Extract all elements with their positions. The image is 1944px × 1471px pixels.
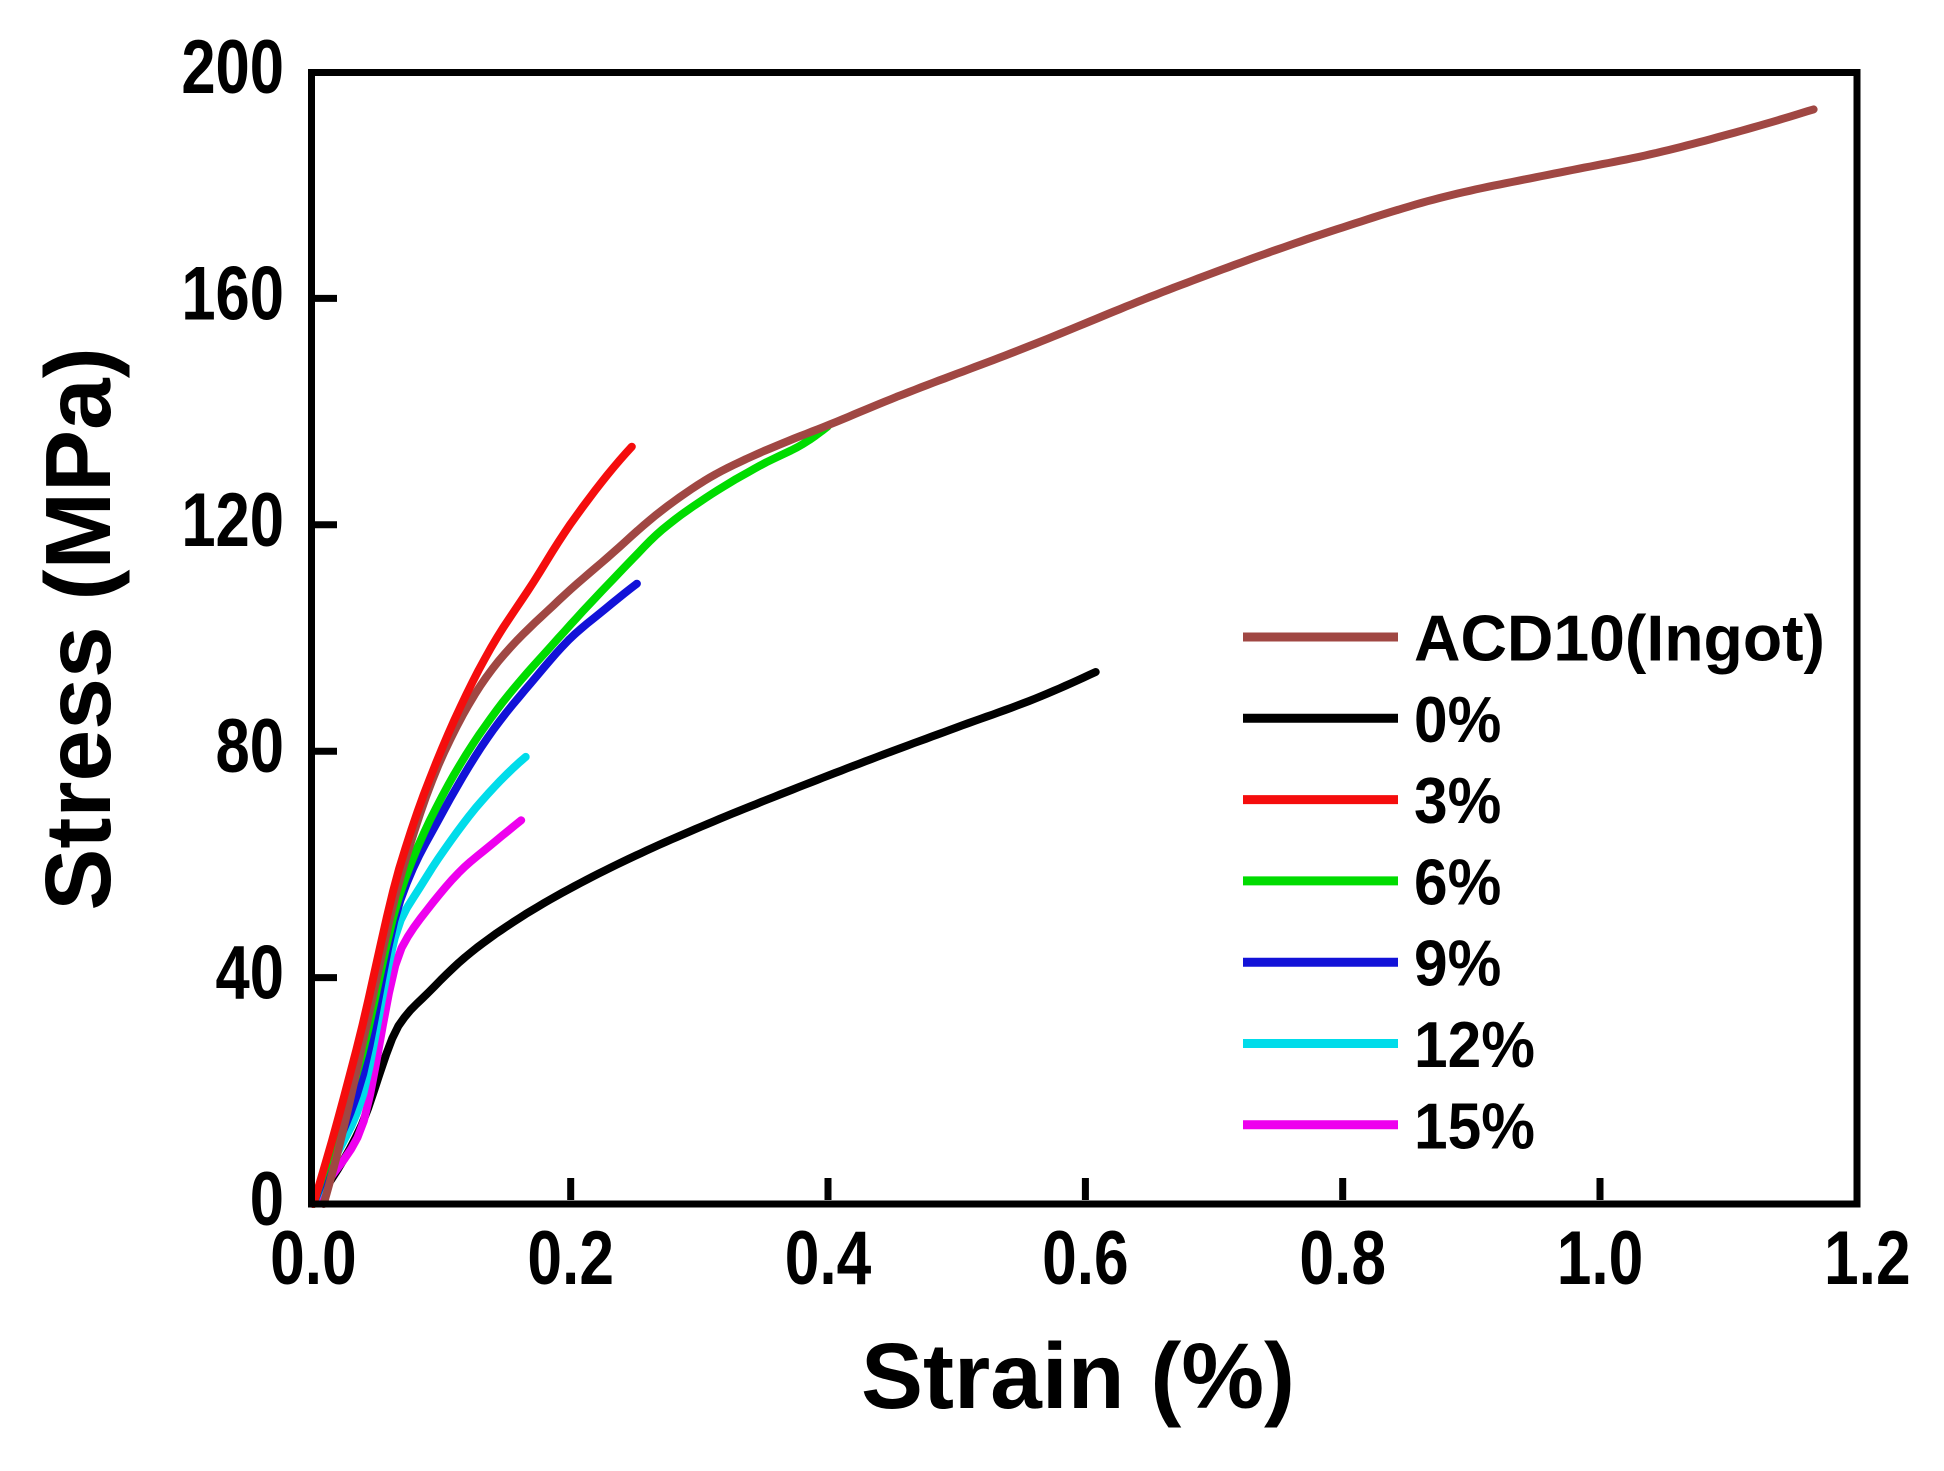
svg-text:15%: 15% bbox=[1414, 1090, 1535, 1162]
svg-text:1.2: 1.2 bbox=[1824, 1215, 1911, 1300]
svg-text:Stress (MPa): Stress (MPa) bbox=[26, 347, 130, 910]
svg-text:80: 80 bbox=[216, 703, 284, 789]
svg-text:0%: 0% bbox=[1414, 684, 1501, 756]
svg-text:120: 120 bbox=[181, 477, 284, 563]
svg-text:160: 160 bbox=[181, 250, 284, 336]
svg-text:ACD10(Ingot): ACD10(Ingot) bbox=[1414, 601, 1825, 674]
svg-text:1.0: 1.0 bbox=[1557, 1215, 1644, 1300]
svg-text:9%: 9% bbox=[1414, 928, 1501, 1000]
svg-text:40: 40 bbox=[216, 929, 284, 1015]
svg-text:0.0: 0.0 bbox=[270, 1215, 357, 1300]
svg-text:0.2: 0.2 bbox=[527, 1215, 614, 1300]
svg-text:0.8: 0.8 bbox=[1299, 1215, 1386, 1300]
svg-text:0: 0 bbox=[250, 1156, 284, 1242]
svg-text:200: 200 bbox=[181, 24, 284, 110]
svg-text:3%: 3% bbox=[1414, 765, 1501, 837]
svg-text:12%: 12% bbox=[1414, 1009, 1535, 1081]
svg-text:0.6: 0.6 bbox=[1042, 1215, 1129, 1300]
svg-text:Strain (%): Strain (%) bbox=[861, 1324, 1295, 1428]
svg-text:6%: 6% bbox=[1414, 846, 1501, 918]
svg-text:0.4: 0.4 bbox=[785, 1215, 872, 1300]
